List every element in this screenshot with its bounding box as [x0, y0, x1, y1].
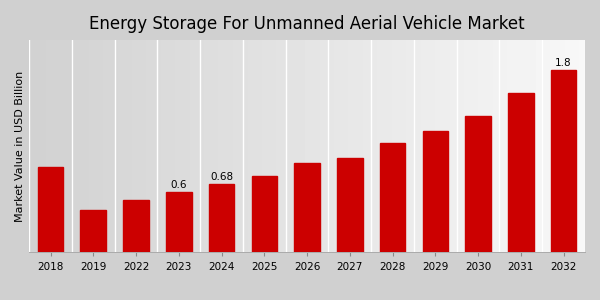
Bar: [551, 70, 577, 253]
Bar: [508, 93, 533, 253]
Bar: [465, 116, 491, 253]
Bar: [123, 200, 149, 253]
Text: 0.68: 0.68: [210, 172, 233, 182]
Bar: [337, 158, 362, 253]
Title: Energy Storage For Unmanned Aerial Vehicle Market: Energy Storage For Unmanned Aerial Vehic…: [89, 15, 525, 33]
Bar: [166, 192, 191, 253]
Bar: [380, 143, 406, 253]
Y-axis label: Market Value in USD Billion: Market Value in USD Billion: [15, 71, 25, 222]
Text: 0.6: 0.6: [170, 180, 187, 190]
Bar: [422, 131, 448, 253]
Bar: [80, 210, 106, 253]
Bar: [251, 176, 277, 253]
Bar: [209, 184, 235, 253]
Bar: [294, 164, 320, 253]
Text: 1.8: 1.8: [556, 58, 572, 68]
Bar: [38, 167, 64, 253]
